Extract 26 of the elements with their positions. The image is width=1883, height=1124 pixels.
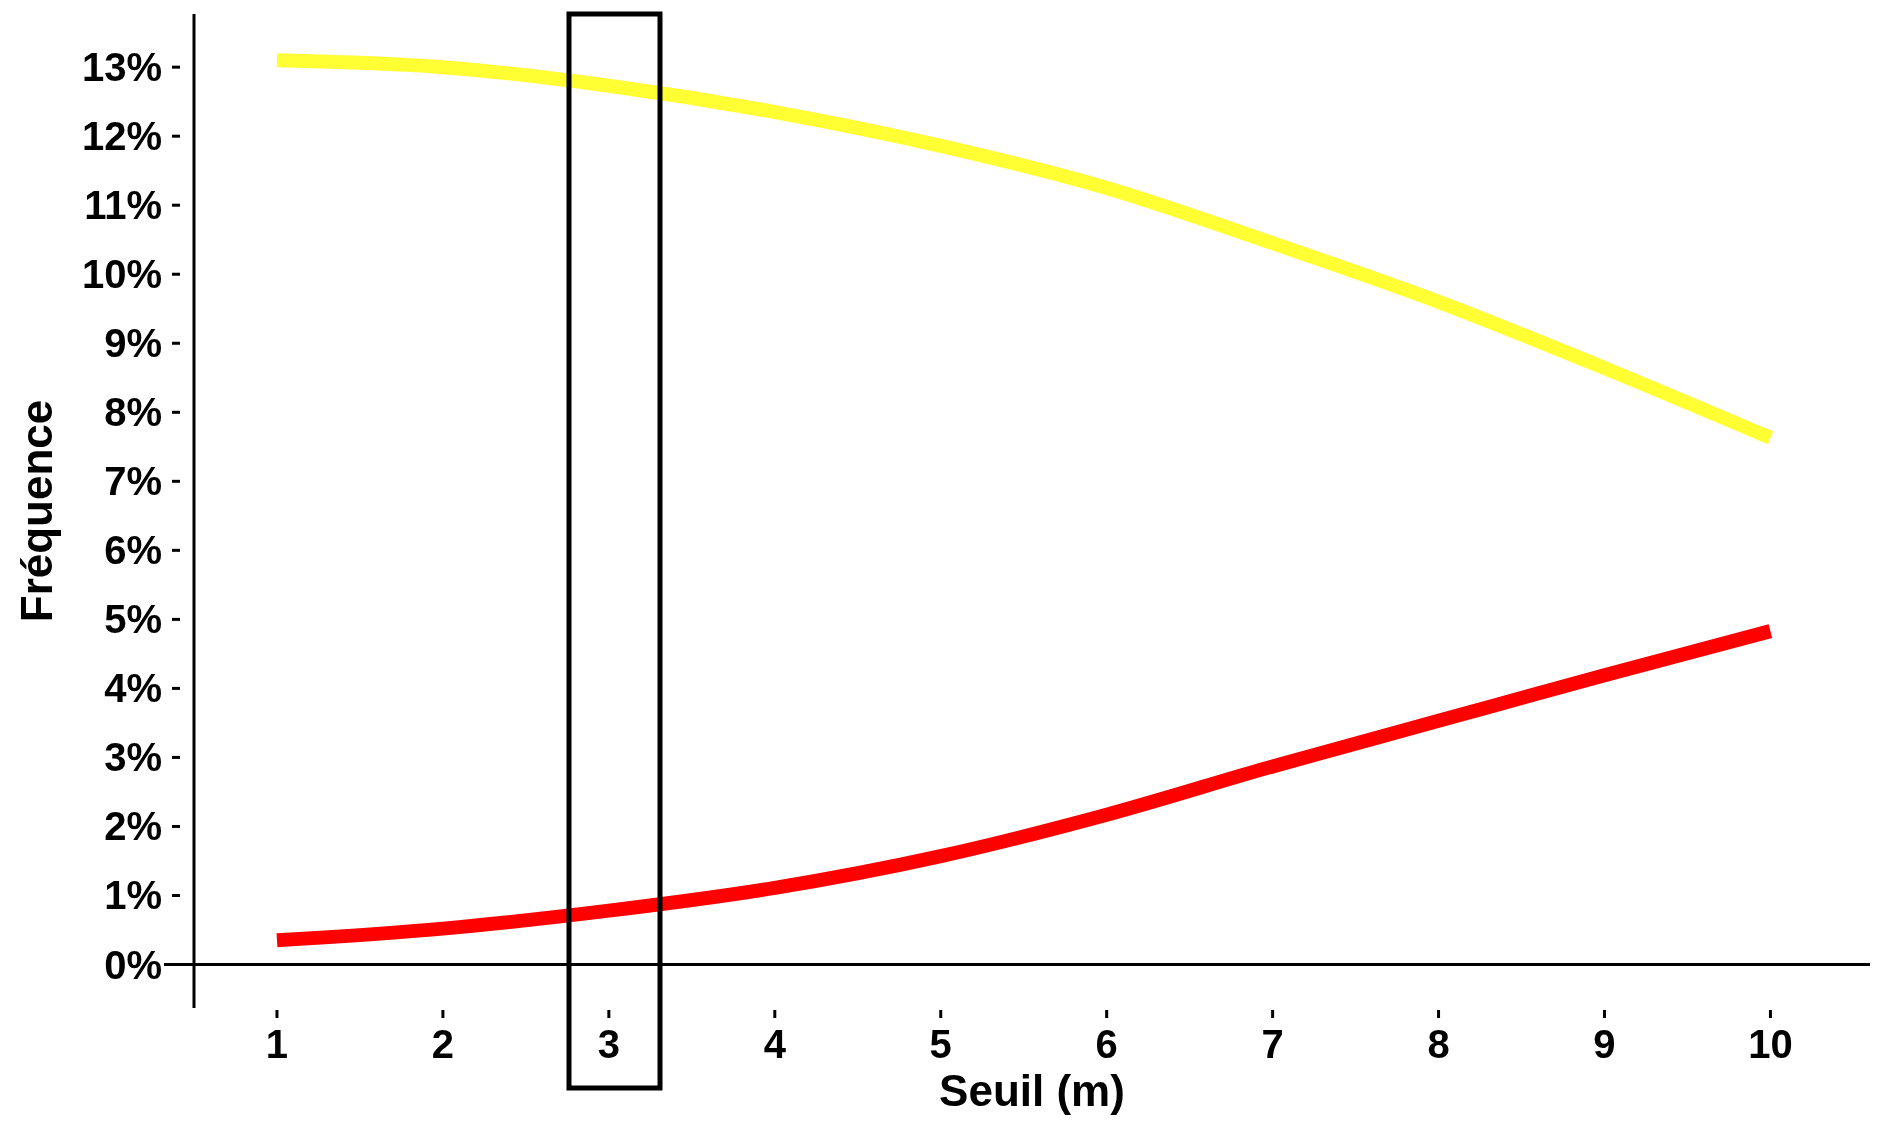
- x-axis-title: Seuil (m): [939, 1066, 1125, 1115]
- y-tick-label: 7%: [104, 459, 162, 504]
- y-axis-title: Fréquence: [12, 399, 61, 623]
- x-tick-label: 8: [1427, 1022, 1450, 1066]
- y-tick-label: 12%: [81, 114, 162, 159]
- y-tick-label: 0%: [104, 942, 162, 987]
- y-tick-label: 13%: [81, 45, 162, 90]
- y-tick-label: 5%: [104, 597, 162, 642]
- x-tick-label: 4: [763, 1022, 787, 1066]
- x-tick-label: 10: [1748, 1022, 1793, 1066]
- x-tick-label: 5: [929, 1022, 952, 1066]
- y-tick-label: 10%: [81, 252, 162, 297]
- y-tick-label: 4%: [104, 666, 162, 711]
- y-tick-label: 9%: [104, 321, 162, 366]
- x-tick-label: 6: [1095, 1022, 1118, 1066]
- x-tick-label: 7: [1261, 1022, 1284, 1066]
- x-tick-label: 9: [1593, 1022, 1616, 1066]
- x-tick-label: 2: [431, 1022, 455, 1066]
- y-tick-label: 6%: [104, 528, 162, 573]
- y-tick-label: 2%: [104, 804, 162, 849]
- x-tick-label: 1: [265, 1022, 289, 1066]
- y-tick-label: 11%: [84, 183, 162, 228]
- x-tick-label: 3: [597, 1022, 620, 1066]
- y-tick-label: 8%: [104, 390, 162, 435]
- y-tick-label: 3%: [104, 735, 162, 780]
- y-tick-label: 1%: [104, 873, 162, 918]
